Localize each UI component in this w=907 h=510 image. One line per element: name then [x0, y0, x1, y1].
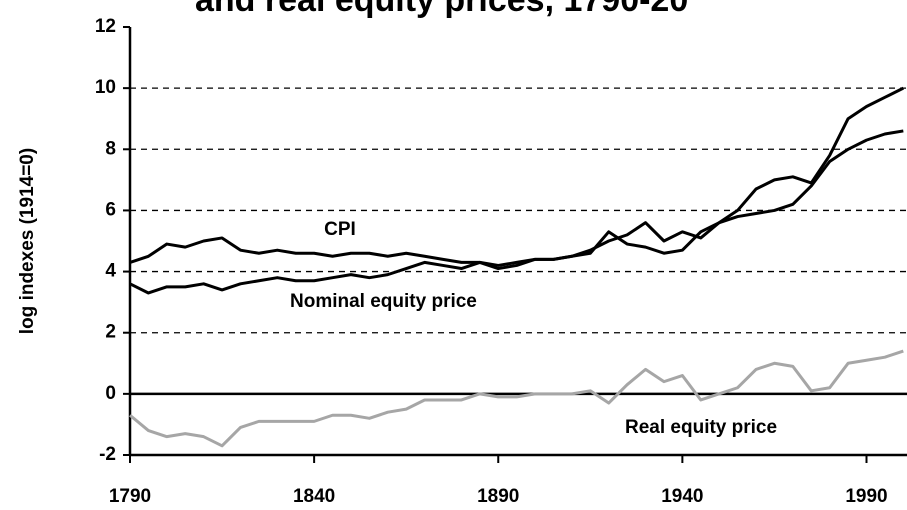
y-tick-label: 4: [105, 261, 116, 282]
series-line: [129, 86, 904, 295]
x-tick-label: 1790: [109, 486, 151, 507]
y-tick-label: 0: [105, 383, 116, 404]
y-tick-label: 6: [105, 199, 116, 220]
x-tick-label: 1840: [293, 486, 335, 507]
x-tick-label: 1890: [477, 486, 519, 507]
x-tick-label: 1990: [845, 486, 887, 507]
y-tick-label: -2: [99, 444, 116, 465]
x-tick-label: 1940: [661, 486, 703, 507]
y-tick-label: 8: [105, 138, 116, 159]
chart-title: and real equity prices, 1790-20: [195, 0, 688, 19]
y-tick-label: 2: [105, 322, 116, 343]
series-label: Real equity price: [625, 417, 777, 438]
y-tick-label: 12: [95, 16, 116, 37]
series-line: [129, 349, 904, 448]
series-label: Nominal equity price: [290, 291, 477, 312]
y-tick-label: 10: [95, 77, 116, 98]
y-axis-label: log indexes (1914=0): [17, 148, 38, 334]
series-line: [129, 129, 904, 267]
series-label: CPI: [324, 219, 356, 240]
